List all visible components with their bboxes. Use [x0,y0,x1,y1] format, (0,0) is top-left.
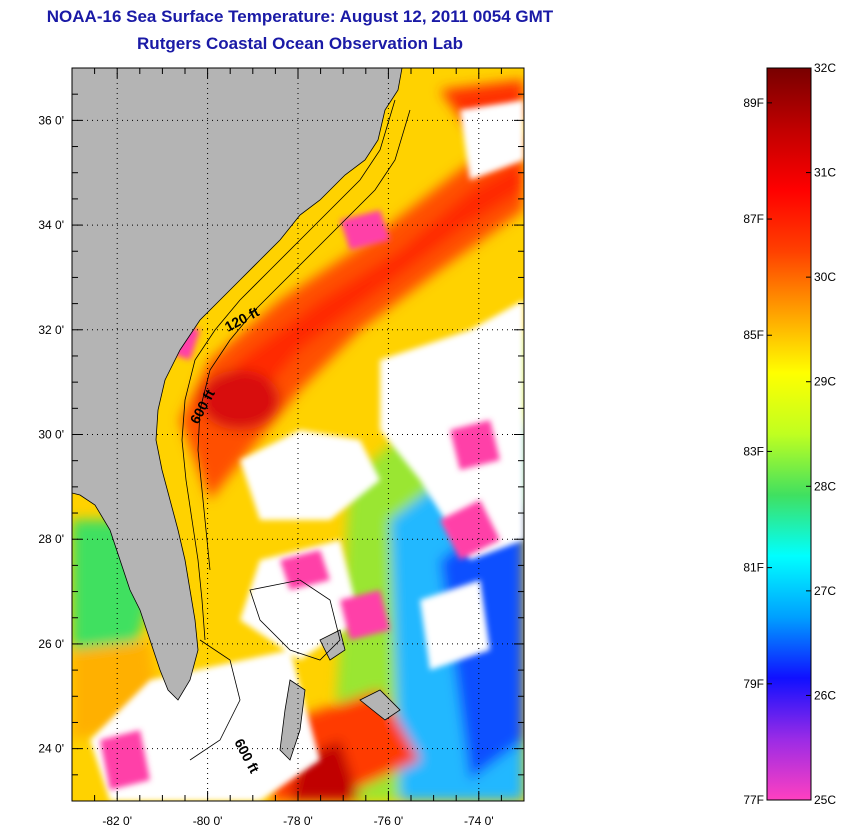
colorbar-fahrenheit-label: 89F [743,96,764,110]
lon-tick-label: -78 0' [283,814,313,828]
colorbar-celsius-label: 31C [814,166,836,180]
colorbar-celsius-label: 25C [814,793,836,807]
colorbar-fahrenheit-label: 81F [743,561,764,575]
lat-tick-label: 34 0' [38,218,64,232]
lat-tick-label: 26 0' [38,637,64,651]
lat-tick-label: 24 0' [38,742,64,756]
colorbar [766,67,812,801]
colorbar-fahrenheit-label: 85F [743,328,764,342]
map-title: NOAA-16 Sea Surface Temperature: August … [46,7,554,26]
lat-tick-label: 28 0' [38,532,64,546]
colorbar-celsius-label: 29C [814,375,836,389]
lon-tick-label: -76 0' [374,814,404,828]
lon-tick-label: -82 0' [102,814,132,828]
colorbar-celsius-label: 27C [814,584,836,598]
colorbar-celsius-label: 30C [814,270,836,284]
colorbar-fahrenheit-label: 83F [743,444,764,458]
bathymetry-contours [181,99,411,761]
colorbar-labels: 32C 31C 30C 29C 28C 27C 26C 25C 89F 87F 85F 83F 81F 7… [743,61,836,807]
latitude-labels: 36 0' 34 0' 32 0' 30 0' 28 0' 26 0' 24 0' [38,113,64,755]
colorbar-fahrenheit-label: 79F [743,677,764,691]
land-mass [72,68,403,701]
lat-tick-label: 32 0' [38,323,64,337]
magenta-cloud-edges [100,210,500,790]
axis-ticks [71,67,525,802]
longitude-labels: -82 0' -80 0' -78 0' -76 0' -74 0' [102,814,493,828]
lon-tick-label: -74 0' [464,814,494,828]
lon-tick-label: -80 0' [193,814,223,828]
lat-tick-label: 36 0' [38,113,64,127]
colorbar-celsius-label: 28C [814,479,836,493]
lat-tick-label: 30 0' [38,428,64,442]
colorbar-celsius-label: 32C [814,61,836,75]
colorbar-fahrenheit-label: 87F [743,212,764,226]
grid-lines [72,68,524,801]
colorbar-celsius-label: 26C [814,688,836,702]
colorbar-fahrenheit-label: 77F [743,793,764,807]
map-subtitle: Rutgers Coastal Ocean Observation Lab [137,34,463,53]
bahamas-islands [279,679,306,761]
